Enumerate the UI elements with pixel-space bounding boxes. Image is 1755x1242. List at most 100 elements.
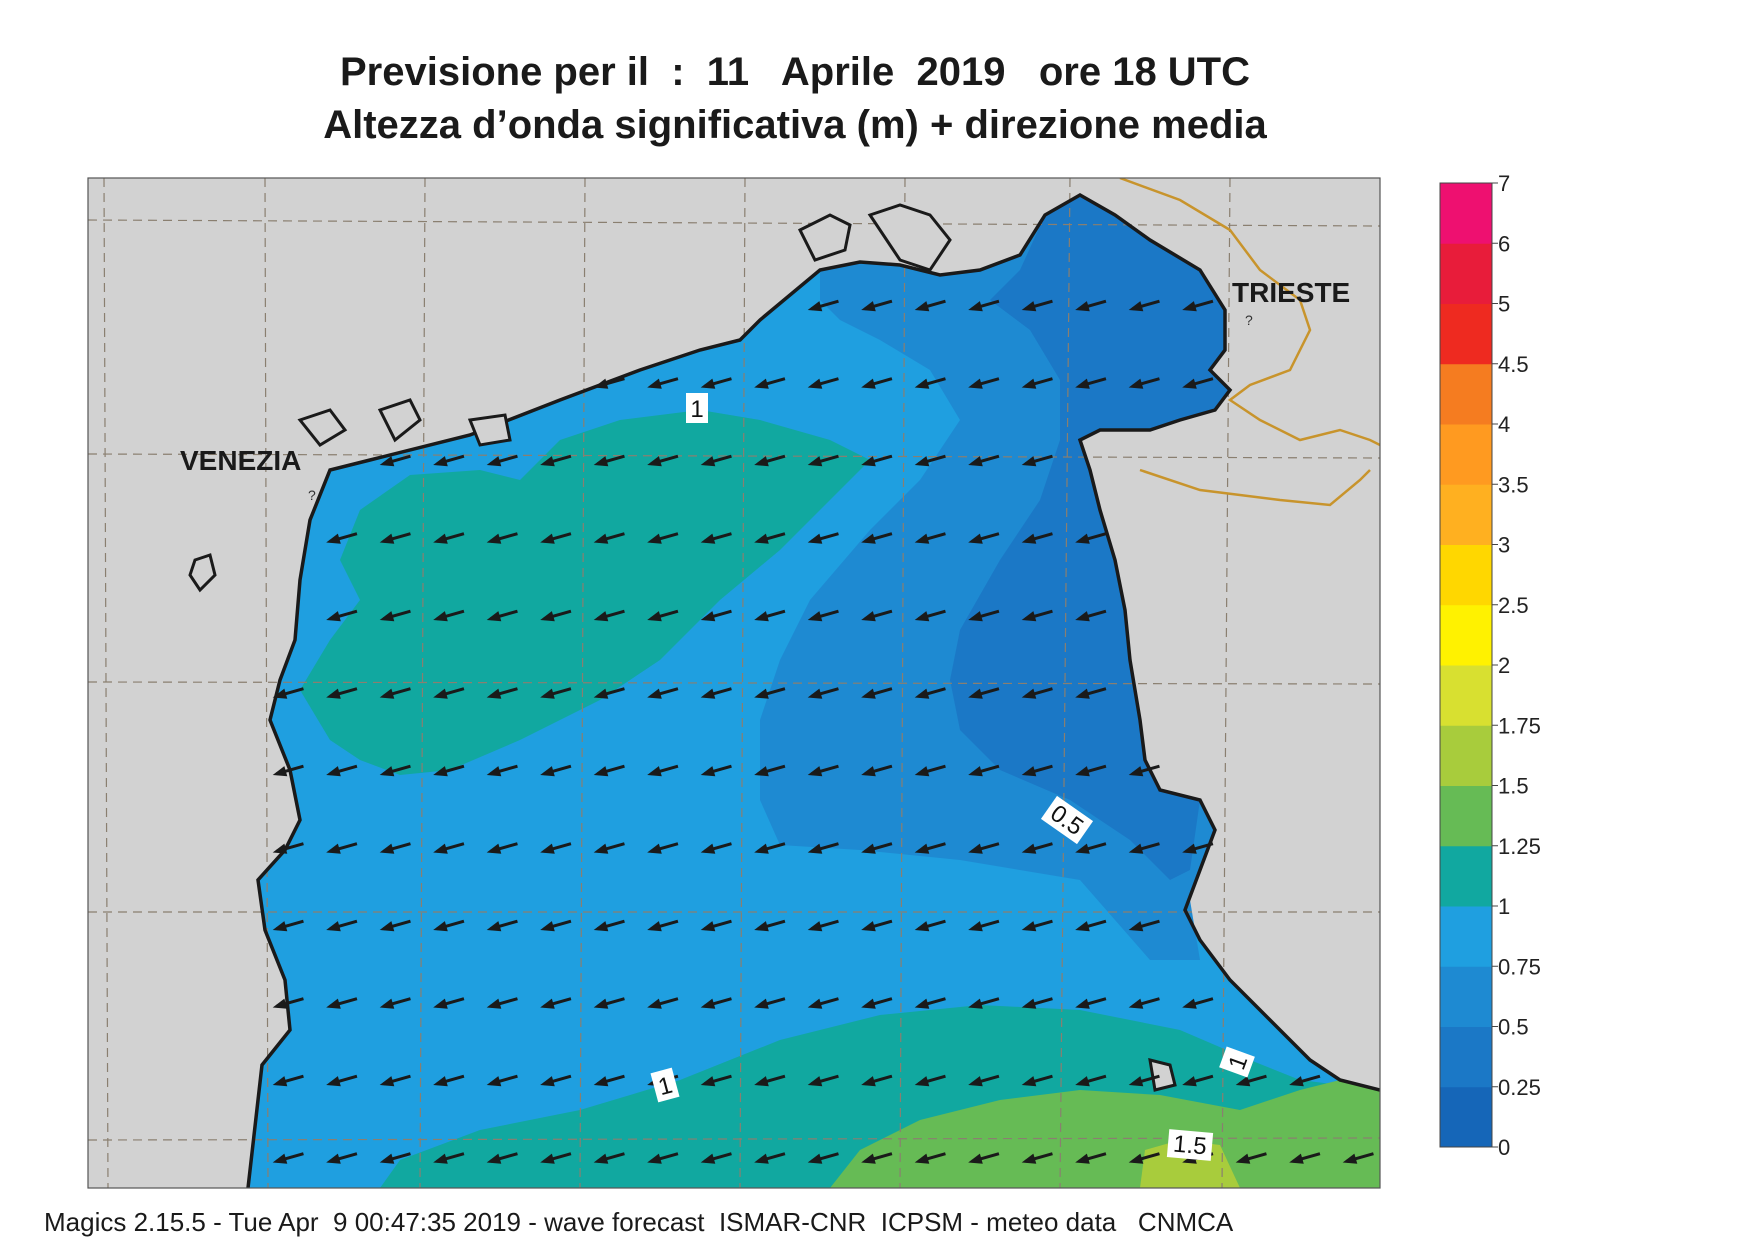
wave-arrow-head [861, 688, 876, 699]
wave-arrow-head [968, 378, 983, 389]
wave-arrow-head [433, 998, 448, 1009]
wave-arrow-head [593, 843, 609, 854]
coastline [246, 192, 1380, 1188]
wave-arrow-head [1021, 301, 1037, 312]
contour-label: 1.5 [1172, 1131, 1208, 1161]
colorbar-tick-label: 6 [1498, 231, 1510, 256]
wave-arrow-head [1128, 843, 1144, 854]
colorbar-segment [1440, 363, 1492, 425]
wave-arrow-head [807, 843, 823, 854]
wave-arrow-head [861, 1153, 876, 1164]
wave-arrow-head [1021, 1076, 1037, 1087]
wave-arrow-head [326, 843, 341, 854]
colorbar-tick-label: 2.5 [1498, 593, 1529, 618]
wave-arrow-head [914, 998, 930, 1009]
wave-arrow-head [540, 688, 555, 699]
wave-arrow-head [326, 766, 341, 777]
wave-arrow-head [700, 378, 716, 389]
colorbar-segment [1440, 484, 1492, 545]
wave-arrow-head [1342, 1153, 1358, 1164]
colorbar-tick-label: 0.5 [1498, 1015, 1529, 1040]
lagoon-islands [188, 203, 1177, 1092]
wave-arrow-head [968, 766, 983, 777]
wave-arrow-head [700, 1076, 716, 1087]
colorbar-tick-label: 0.25 [1498, 1075, 1541, 1100]
wave-arrow-head [861, 301, 876, 312]
colorbar-segment [1440, 303, 1492, 365]
city-label-trieste: TRIESTE [1232, 277, 1350, 308]
wave-arrow-head [326, 533, 341, 544]
colorbar-segment [1440, 243, 1492, 304]
wave-arrow-head [968, 688, 983, 699]
wave-arrow-head [272, 1153, 288, 1164]
colorbar-tick-label: 4.5 [1498, 352, 1529, 377]
wave-arrow-head [1075, 533, 1090, 544]
wave-arrow-head [1075, 998, 1090, 1009]
wave-arrow-head [593, 611, 609, 622]
wave-arrow-head [914, 843, 930, 854]
wave-arrow-head [647, 378, 662, 389]
wave-arrow-head [1075, 301, 1090, 312]
wave-arrow-head [647, 843, 662, 854]
colorbar-segment [1440, 785, 1492, 847]
colorbar-segment [1440, 1026, 1492, 1088]
wave-arrow-head [647, 921, 662, 932]
wave-arrow-head [433, 1076, 448, 1087]
national-border [1119, 178, 1380, 507]
wave-arrow-head [379, 533, 395, 544]
wave-arrow-head [433, 533, 448, 544]
wave-arrow-head [433, 1153, 448, 1164]
wave-arrow-head [1128, 1153, 1144, 1164]
map-frame-border [87, 177, 1381, 1189]
wave-arrow-head [647, 1153, 662, 1164]
colorbar-tick-label: 2 [1498, 653, 1510, 678]
wave-arrow-head [1021, 533, 1037, 544]
wave-arrow-head [433, 611, 448, 622]
wave-arrow-head [486, 843, 502, 854]
wave-arrow-head [700, 688, 716, 699]
wave-arrow-head [647, 688, 662, 699]
wave-arrow-head [647, 456, 662, 467]
wave-arrow-head [968, 1076, 983, 1087]
colorbar-segment [1440, 665, 1492, 726]
wave-arrow-head [647, 611, 662, 622]
wave-arrow-head [914, 301, 930, 312]
wave-arrow-head [1075, 1076, 1090, 1087]
wave-arrow-head [807, 301, 823, 312]
wave-arrow-head [1289, 1153, 1304, 1164]
wave-arrow-head [861, 1076, 876, 1087]
wave-arrow-head [1021, 921, 1037, 932]
wave-arrow-head [1075, 1153, 1090, 1164]
wave-arrow-head [861, 378, 876, 389]
wave-arrow-head [861, 998, 876, 1009]
wave-arrow-head [1021, 998, 1037, 1009]
wave-arrow-head [861, 533, 876, 544]
wave-arrow-head [379, 611, 395, 622]
wave-arrow-head [486, 1076, 502, 1087]
wave-arrow-head [540, 843, 555, 854]
wave-arrow-head [914, 766, 930, 777]
wave-arrow-head [593, 1076, 609, 1087]
wave-arrow-head [326, 1153, 341, 1164]
wave-arrow-head [379, 456, 395, 467]
colorbar-tick-label: 3 [1498, 533, 1510, 558]
wave-arrow-head [1128, 1076, 1144, 1087]
colorbar-tick-label: 7 [1498, 171, 1510, 196]
wave-arrow-head [540, 998, 555, 1009]
wave-arrow-head [1182, 301, 1197, 312]
wave-arrow-head [433, 843, 448, 854]
wave-arrow-head [379, 843, 395, 854]
contour-labels: 1 0.5 1 1 1.5 [650, 393, 1255, 1161]
wave-arrow-head [379, 1153, 395, 1164]
wave-arrow-head [968, 998, 983, 1009]
wave-arrow-head [379, 766, 395, 777]
wave-arrow-head [914, 1153, 930, 1164]
colorbar-segment [1440, 725, 1492, 786]
colorbar-tick-label: 0 [1498, 1135, 1510, 1160]
wave-arrow-head [700, 611, 716, 622]
wave-arrow-head [968, 843, 983, 854]
wave-arrow-head [807, 998, 823, 1009]
title-line-2: Altezza d’onda significativa (m) + direz… [323, 103, 1267, 147]
colorbar-tick-label: 5 [1498, 292, 1510, 317]
